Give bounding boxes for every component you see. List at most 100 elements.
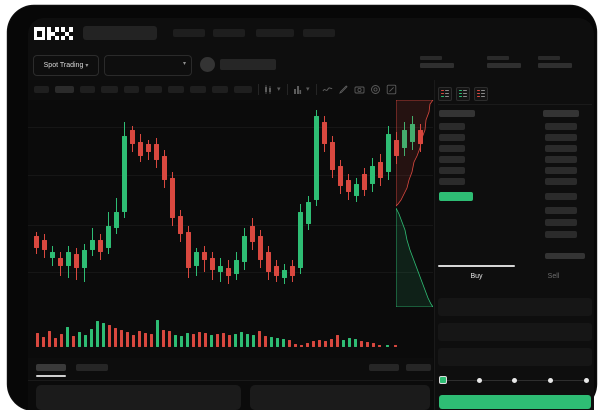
trend-line-icon[interactable] [322, 84, 333, 95]
candle-body [258, 236, 263, 260]
candle-body [34, 236, 39, 248]
candle-body [42, 240, 47, 250]
candle-body [146, 144, 151, 152]
orderbook-ask-row[interactable] [439, 145, 465, 152]
pair-label [220, 59, 276, 70]
indicator-icon[interactable] [293, 84, 302, 95]
orderbook-ask-row[interactable] [439, 178, 465, 185]
nav-item-2[interactable] [213, 29, 245, 37]
pencil-draw-icon[interactable] [338, 84, 349, 95]
bottom-card-left[interactable] [36, 385, 241, 410]
orderbook-ask-row[interactable] [439, 123, 465, 130]
volume-bar [48, 331, 51, 347]
candle-body [386, 134, 391, 172]
volume-bar [258, 331, 261, 347]
slider-step-25[interactable] [477, 377, 482, 383]
candle-body [50, 252, 55, 258]
tab-assets[interactable] [369, 364, 399, 371]
candle-body [138, 142, 143, 156]
orderbook-view-asks-icon[interactable] [474, 87, 488, 101]
toolbar-interval-5m[interactable] [55, 86, 74, 93]
candle-body [338, 166, 343, 186]
candle-body [242, 236, 247, 262]
toolbar-indicators[interactable] [234, 86, 252, 93]
nav-item-1[interactable] [173, 29, 205, 37]
volume-bar [312, 341, 315, 347]
candle-body [274, 266, 279, 276]
price-chart[interactable] [28, 100, 433, 307]
nav-item-4[interactable] [303, 29, 335, 37]
volume-bar [294, 344, 297, 347]
orderbook-view-both-icon[interactable] [438, 87, 452, 101]
indicator-chevron-down-icon[interactable]: ▾ [306, 86, 310, 93]
orderbook-ask-amount [545, 167, 577, 174]
volume-bar [174, 335, 177, 347]
toolbar-interval-more[interactable] [212, 86, 228, 93]
amount-percent-slider[interactable] [439, 375, 591, 385]
chevron-down-icon: ▾ [182, 61, 186, 67]
nav-item-3[interactable] [256, 29, 294, 37]
stat-label [538, 56, 560, 60]
buy-submit-button[interactable] [439, 395, 591, 409]
volume-bar [36, 333, 39, 347]
slider-handle[interactable] [439, 376, 447, 384]
slider-step-100[interactable] [584, 377, 589, 383]
candle-body [402, 130, 407, 148]
volume-bar [78, 332, 81, 347]
okx-logo-icon[interactable] [34, 27, 74, 40]
chart-type-icon[interactable] [264, 84, 273, 95]
candle-body [346, 180, 351, 192]
snapshot-camera-icon[interactable] [354, 84, 365, 95]
candle-body [186, 232, 191, 268]
volume-bar [336, 335, 339, 347]
tab-sell[interactable]: Sell [547, 273, 560, 280]
toolbar-interval-1m[interactable] [34, 86, 49, 93]
orderbook-ask-row[interactable] [439, 156, 465, 163]
toolbar-interval-1d[interactable] [145, 86, 162, 93]
search-input[interactable] [83, 26, 157, 40]
slider-step-75[interactable] [548, 377, 553, 383]
pair-selector[interactable]: ▾ [104, 55, 192, 76]
volume-bar [378, 345, 381, 347]
app-header [28, 18, 594, 50]
orderbook-ask-amount [545, 145, 577, 152]
toolbar-interval-15m[interactable] [80, 86, 95, 93]
toolbar-interval-1mo[interactable] [190, 86, 206, 93]
orderbook-ask-row[interactable] [439, 167, 465, 174]
orderbook-ask-row[interactable] [439, 134, 465, 141]
order-total-field[interactable] [438, 348, 592, 366]
orderbook-ask-amount [545, 123, 577, 130]
tab-open-orders[interactable] [36, 364, 66, 371]
tab-order-history[interactable] [76, 364, 108, 371]
orderbook-bid-amount [545, 207, 577, 214]
orderbook-view-bids-icon[interactable] [456, 87, 470, 101]
candle-body [170, 178, 175, 218]
toolbar-interval-4h[interactable] [124, 86, 139, 93]
tab-positions[interactable] [406, 364, 431, 371]
tab-buy[interactable]: Buy [470, 273, 483, 280]
candle-body [210, 258, 215, 270]
device-frame: Spot Trading ▾ ▾ [8, 6, 596, 410]
volume-bar [42, 337, 45, 347]
orders-tab-bar [28, 358, 433, 381]
toolbar-interval-1h[interactable] [101, 86, 118, 93]
candle-body [290, 266, 295, 276]
toolbar-divider [287, 84, 288, 95]
volume-bar [386, 345, 389, 347]
chart-gridline [28, 127, 433, 128]
toolbar-interval-1w[interactable] [168, 86, 184, 93]
candle-body [106, 226, 111, 248]
volume-bar [360, 341, 363, 347]
candle-body [202, 252, 207, 260]
order-amount-field[interactable] [438, 323, 592, 341]
mode-selector-spot-trading[interactable]: Spot Trading ▾ [33, 55, 99, 76]
slider-step-50[interactable] [512, 377, 517, 383]
volume-bar [54, 338, 57, 347]
fullscreen-expand-icon[interactable] [386, 84, 397, 95]
orderbook-divider [438, 104, 592, 105]
chart-type-chevron-down-icon[interactable]: ▾ [277, 86, 281, 93]
chart-settings-gear-icon[interactable] [370, 84, 381, 95]
volume-bar [216, 334, 219, 347]
bottom-card-right[interactable] [250, 385, 430, 410]
order-price-field[interactable] [438, 298, 592, 316]
